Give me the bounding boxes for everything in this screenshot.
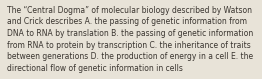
Text: between generations D. the production of energy in a cell E. the: between generations D. the production of…	[7, 52, 253, 61]
Text: from RNA to protein by transcription C. the inheritance of traits: from RNA to protein by transcription C. …	[7, 41, 250, 50]
Text: and Crick describes A. the passing of genetic information from: and Crick describes A. the passing of ge…	[7, 17, 247, 26]
Text: directional flow of genetic information in cells: directional flow of genetic information …	[7, 64, 182, 73]
Text: The “Central Dogma” of molecular biology described by Watson: The “Central Dogma” of molecular biology…	[7, 6, 252, 15]
Text: DNA to RNA by translation B. the passing of genetic information: DNA to RNA by translation B. the passing…	[7, 29, 253, 38]
